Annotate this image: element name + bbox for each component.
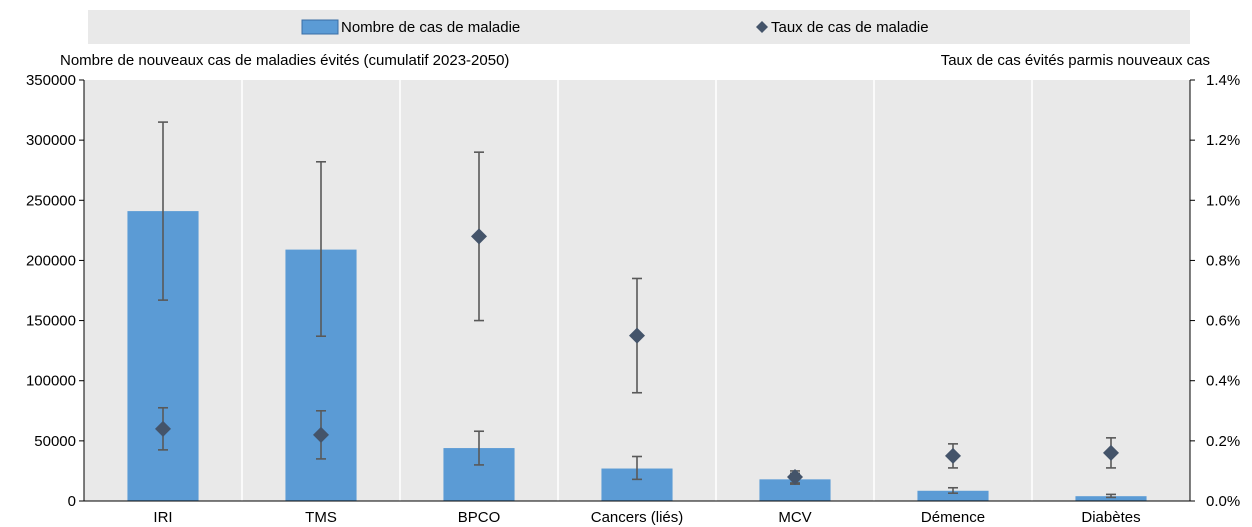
x-tick-label: TMS (305, 509, 337, 526)
right-axis-title: Taux de cas évités parmis nouveaux cas (941, 52, 1210, 69)
legend-background (88, 10, 1190, 44)
left-tick-label: 200000 (26, 252, 76, 269)
diamond-marker (155, 420, 171, 437)
x-tick-label: MCV (778, 509, 811, 526)
marker-series (155, 228, 1119, 485)
x-tick-label: BPCO (458, 509, 501, 526)
diamond-marker (1103, 444, 1119, 461)
x-tick-label: IRI (153, 509, 172, 526)
right-tick-label: 1.4% (1206, 72, 1240, 89)
legend-diamond-marker (756, 21, 768, 33)
legend-marker-label: Taux de cas de maladie (771, 19, 929, 36)
diamond-marker (313, 426, 329, 443)
left-tick-label: 100000 (26, 373, 76, 390)
x-tick-label: Cancers (liés) (591, 509, 684, 526)
bar-series (127, 211, 1147, 501)
left-axis-title: Nombre de nouveaux cas de maladies évité… (60, 52, 509, 69)
bar (917, 490, 989, 501)
right-tick-label: 0.0% (1206, 493, 1240, 510)
right-tick-label: 0.8% (1206, 252, 1240, 269)
x-axis-ticks: IRI TMS BPCO Cancers (liés) MCV Démence Diabèt… (153, 509, 1140, 526)
left-tick-label: 0 (68, 493, 76, 510)
bar (1075, 496, 1147, 501)
diamond-marker (471, 228, 487, 245)
diamond-marker (629, 327, 645, 344)
right-tick-label: 0.6% (1206, 313, 1240, 330)
vertical-gridlines (241, 80, 1033, 501)
left-tick-label: 250000 (26, 192, 76, 209)
right-tick-label: 1.2% (1206, 132, 1240, 149)
right-tick-label: 1.0% (1206, 192, 1240, 209)
right-tick-label: 0.4% (1206, 373, 1240, 390)
left-tick-label: 50000 (34, 433, 76, 450)
diamond-marker (787, 468, 803, 485)
right-tick-label: 0.2% (1206, 433, 1240, 450)
diamond-marker (945, 447, 961, 464)
left-tick-label: 300000 (26, 132, 76, 149)
x-tick-label: Démence (921, 509, 985, 526)
left-tick-label: 150000 (26, 313, 76, 330)
right-axis-ticks: 0.0% 0.2% 0.4% 0.6% 0.8% 1.0% 1.2% 1.4% (1190, 72, 1240, 510)
left-tick-label: 350000 (26, 72, 76, 89)
bar (759, 479, 831, 501)
x-tick-label: Diabètes (1081, 509, 1140, 526)
legend-bar-label: Nombre de cas de maladie (341, 19, 520, 36)
left-axis-ticks: 0 50000 100000 150000 200000 250000 300000 3500… (26, 72, 84, 510)
legend-bar-swatch (301, 19, 339, 35)
